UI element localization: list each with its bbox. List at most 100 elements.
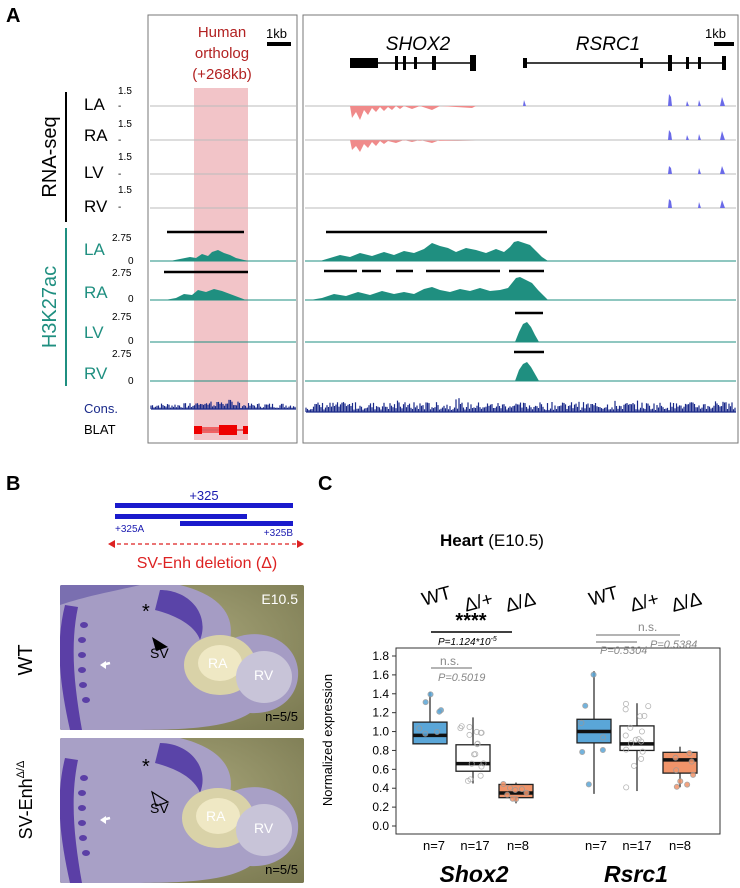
h3k-la-ymax: 2.75 [112, 233, 132, 244]
data-point [468, 760, 475, 767]
genotype-label: Δ/Δ [669, 588, 704, 616]
rnaseq-shox2-signal [350, 106, 476, 152]
embryo-photo-wt: E10.5 * SV RA RV n=5/5 [60, 585, 304, 730]
p-value-rsrc1-het: P=0.5304 [600, 645, 647, 657]
gene-label-rsrc1: RSRC1 [576, 34, 640, 55]
data-point [480, 760, 487, 767]
data-point [635, 736, 642, 743]
construct-325b-bar [180, 521, 293, 526]
data-point [688, 758, 695, 765]
construct-325b-label: +325B [264, 528, 294, 539]
ra-label-mutant: RA [206, 808, 226, 824]
panel-c-letter: C [318, 473, 332, 495]
sv-label-wt: SV [150, 645, 169, 661]
data-point [500, 781, 507, 788]
panel-a-letter: A [6, 5, 20, 27]
boxplot: 0.0 0.2 0.4 0.6 0.8 1.0 1.2 1.4 1.6 1.8 [372, 647, 721, 835]
rna-lv-ytick: - [118, 169, 121, 180]
data-point [506, 784, 513, 791]
data-point [427, 691, 434, 698]
data-point [628, 740, 635, 747]
scale-bar-right-label: 1kb [705, 26, 726, 41]
ra-label-wt: RA [208, 655, 228, 671]
rnaseq-group-label: RNA-seq [39, 116, 61, 197]
count-wt: n=5/5 [265, 709, 298, 724]
box-rsrc1-0 [576, 671, 612, 794]
sample-count: n=17 [460, 838, 489, 853]
rnaseq-track-lv: LV [84, 163, 104, 182]
data-point [600, 734, 607, 741]
h3k-rv-ymin: 0 [128, 376, 134, 387]
genotype-label: WT [587, 583, 621, 611]
p-value-rsrc1-hom: P=0.5384 [650, 639, 697, 651]
data-point [690, 771, 697, 778]
panel-b-letter: B [6, 473, 20, 495]
box-shox2-2 [498, 781, 534, 804]
h3k-rv-ymax: 2.75 [112, 349, 132, 360]
h3k-track-ra: RA [84, 283, 108, 302]
conservation-track-left [150, 399, 296, 410]
gene-label-shox2: SHOX2 [386, 34, 451, 55]
h3k-ra-ymin: 0 [128, 294, 134, 305]
data-point [422, 730, 429, 737]
genotype-label: Δ/+ [628, 589, 662, 617]
h3k27ac-group-label: H3K27ac [39, 266, 61, 348]
ortholog-line-2: ortholog [195, 45, 249, 62]
data-point [471, 751, 478, 758]
data-point [686, 750, 693, 757]
rv-label-wt: RV [254, 667, 274, 683]
left-locus-frame [147, 14, 298, 444]
sample-count: n=17 [622, 838, 651, 853]
sample-count: n=8 [669, 838, 691, 853]
data-point [639, 748, 646, 755]
enhancer-constructs: +325 +325A +325B SV-Enh deletion (Δ) [108, 488, 304, 572]
conservation-track-right [305, 398, 736, 413]
stage-label-wt: E10.5 [261, 591, 298, 607]
y-axis-label: Normalized expression [320, 674, 335, 806]
ns-shox2-het: n.s. [440, 654, 459, 668]
data-point [512, 787, 519, 794]
plot-frame [395, 647, 721, 835]
data-point [622, 706, 629, 713]
data-point [623, 746, 630, 753]
y-tick-label: 1.2 [372, 706, 389, 720]
data-point [590, 671, 597, 678]
construct-325a-bar [115, 514, 247, 519]
blat-label: BLAT [84, 422, 116, 437]
rna-ra-ymax: 1.5 [118, 119, 132, 130]
data-point [467, 776, 474, 783]
box-rsrc1-1 [619, 700, 655, 792]
data-point [579, 748, 586, 755]
data-point [466, 731, 473, 738]
y-tick-label: 0.6 [372, 762, 389, 776]
ortholog-line-1: Human [198, 24, 246, 41]
data-point [672, 754, 679, 761]
data-point [677, 778, 684, 785]
right-locus-frame [302, 14, 739, 444]
h3k-track-rv: RV [84, 364, 108, 383]
h3k-ra-ymax: 2.75 [112, 268, 132, 279]
y-tick-label: 1.8 [372, 649, 389, 663]
rnaseq-rsrc1-signal [523, 94, 725, 208]
box-iqr [662, 751, 698, 774]
data-point [638, 755, 645, 762]
data-point [478, 763, 485, 770]
star-mutant: * [142, 756, 150, 778]
deletion-label: SV-Enh deletion (Δ) [137, 555, 278, 572]
genotype-wt-label: WT [15, 644, 37, 675]
rna-rv-ytick: - [118, 202, 121, 213]
h3k-lv-ymax: 2.75 [112, 312, 132, 323]
y-tick-label: 1.6 [372, 668, 389, 682]
h3k-track-lv: LV [84, 323, 104, 342]
data-point [523, 789, 530, 796]
human-ortholog-label: Human ortholog (+268kb) [192, 24, 252, 83]
construct-325a-label: +325A [115, 524, 145, 535]
data-point [518, 786, 525, 793]
rna-la-ymax: 1.5 [118, 86, 132, 97]
sv-label-mutant: SV [150, 800, 169, 816]
data-point [673, 783, 680, 790]
data-point [631, 762, 638, 769]
data-point [434, 728, 441, 735]
box-iqr [455, 744, 491, 772]
